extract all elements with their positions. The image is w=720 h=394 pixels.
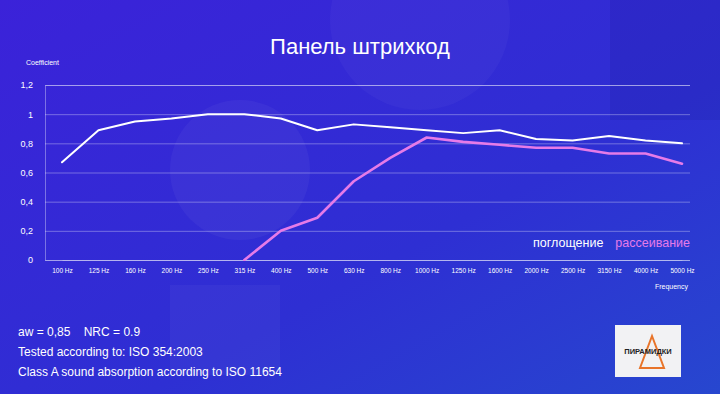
y-tick: 1 (28, 110, 690, 120)
x-tick-label: 630 Hz (344, 267, 365, 274)
y-tick-label: 1,2 (20, 80, 33, 90)
decoration (170, 0, 720, 375)
x-tick-label: 125 Hz (89, 267, 110, 274)
y-tick-label: 0,2 (20, 226, 33, 236)
y-axis-line (46, 86, 691, 261)
x-tick: 5000 Hz (670, 260, 694, 274)
y-tick: 0,2 (20, 226, 690, 236)
annotation: aw = 0,85 NRC = 0.9 (18, 325, 140, 339)
x-tick: 2000 Hz (525, 260, 549, 274)
x-tick-label: 1600 Hz (488, 267, 512, 274)
decoration-rect (610, 0, 720, 120)
x-tick: 800 Hz (380, 260, 401, 274)
annotation: Tested according to: ISO 354:2003 (18, 345, 203, 359)
x-tick-label: 2500 Hz (561, 267, 585, 274)
x-tick-label: 100 Hz (52, 267, 73, 274)
grid-line (45, 260, 690, 261)
grid-line (45, 202, 690, 203)
x-tick: 1000 Hz (415, 260, 439, 274)
x-tick: 2500 Hz (561, 260, 585, 274)
x-tick: 4000 Hz (634, 260, 658, 274)
y-tick-label: 0,8 (20, 139, 33, 149)
x-tick-label: 250 Hz (198, 267, 219, 274)
y-tick: 0,4 (20, 197, 690, 207)
legend-entry: рассеивание (615, 236, 690, 250)
x-tick: 250 Hz (198, 260, 219, 274)
plot-area (62, 114, 682, 260)
x-tick: 100 Hz (52, 260, 73, 274)
x-tick-label: 5000 Hz (670, 267, 694, 274)
y-tick-label: 1 (28, 110, 33, 120)
x-tick-label: 3150 Hz (597, 267, 621, 274)
y-tick-label: 0 (28, 255, 33, 265)
x-tick: 3150 Hz (597, 260, 621, 274)
grid-line (45, 231, 690, 232)
x-tick-label: 2000 Hz (525, 267, 549, 274)
y-tick: 1,2 (20, 80, 690, 90)
x-tick-label: 500 Hz (307, 267, 328, 274)
x-tick: 500 Hz (307, 260, 328, 274)
x-tick-label: 200 Hz (162, 267, 183, 274)
x-tick-label: 1000 Hz (415, 267, 439, 274)
x-axis: 100 Hz 125 Hz 160 Hz 200 Hz 250 Hz 315 Hz 400 … (52, 260, 694, 274)
grid-line (45, 85, 690, 86)
y-tick-label: 0,6 (20, 168, 33, 178)
x-tick: 200 Hz (162, 260, 183, 274)
series-line (62, 114, 682, 162)
x-tick: 400 Hz (271, 260, 292, 274)
x-tick: 1250 Hz (452, 260, 476, 274)
chart: Панель штрихкод Coefficient 0 0,2 0,4 0,6 0,8 1… (0, 0, 720, 394)
logo-text: ПИРАМИДКИ (624, 347, 672, 356)
x-tick: 125 Hz (89, 260, 110, 274)
x-axis-title: Frequency (655, 283, 689, 291)
x-tick-label: 800 Hz (380, 267, 401, 274)
logo: ПИРАМИДКИ (615, 325, 681, 377)
logo-box (615, 325, 681, 377)
x-tick-label: 1250 Hz (452, 267, 476, 274)
x-tick: 1600 Hz (488, 260, 512, 274)
y-tick-label: 0,4 (20, 197, 33, 207)
y-tick: 0,6 (20, 168, 690, 178)
y-axis-title: Coefficient (26, 59, 59, 66)
y-tick: 0 (28, 255, 690, 265)
x-tick-label: 4000 Hz (634, 267, 658, 274)
annotation: Class A sound absorption according to IS… (18, 365, 282, 379)
decoration-rect (170, 285, 280, 375)
x-tick: 160 Hz (125, 260, 146, 274)
title: Панель штрихкод (270, 34, 450, 59)
x-tick: 630 Hz (344, 260, 365, 274)
legend: поглощение рассеивание (533, 236, 690, 250)
legend-entry: поглощение (533, 236, 603, 250)
y-axis: 0 0,2 0,4 0,6 0,8 1 1,2 (20, 80, 690, 265)
x-tick: 315 Hz (235, 260, 256, 274)
x-tick-label: 400 Hz (271, 267, 292, 274)
y-tick: 0,8 (20, 139, 690, 149)
grid-line (45, 114, 690, 115)
x-axis-line (63, 260, 683, 261)
x-tick-label: 160 Hz (125, 267, 146, 274)
grid-line (45, 143, 690, 144)
x-tick-label: 315 Hz (235, 267, 256, 274)
